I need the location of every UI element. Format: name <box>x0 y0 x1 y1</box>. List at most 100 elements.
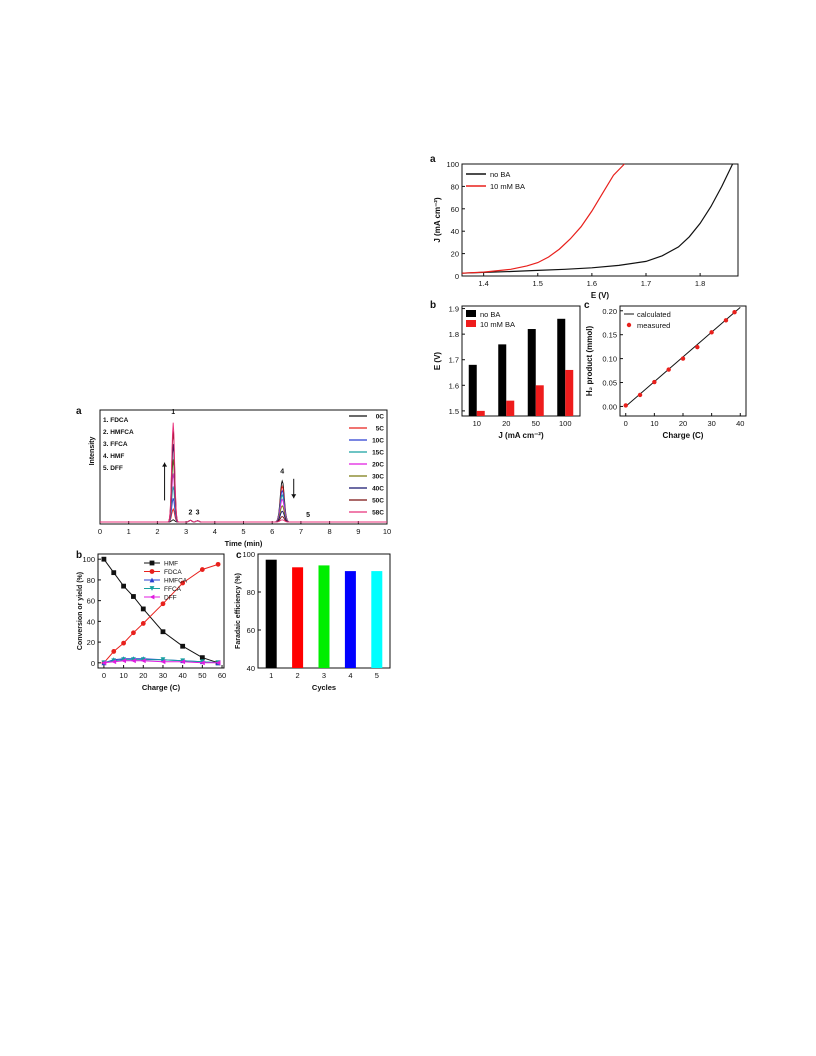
x-tick-label: 5 <box>375 671 379 680</box>
y-tick-label: 60 <box>247 626 255 635</box>
legend-label: 20C <box>372 462 384 469</box>
x-tick-label: 30 <box>707 419 715 428</box>
plot-frame <box>97 553 225 669</box>
series-line <box>100 489 387 523</box>
series-line <box>461 163 734 274</box>
y-tick-label: 0.05 <box>602 379 617 388</box>
y-tick-label: 0.15 <box>602 331 617 340</box>
bar <box>371 571 383 668</box>
legend-label: 30C <box>372 474 384 481</box>
legend-label: HMFCA <box>164 578 188 585</box>
data-point <box>732 310 737 315</box>
plot-frame <box>461 305 581 417</box>
bar <box>565 369 574 416</box>
data-point <box>680 356 686 361</box>
y-tick-label: 0 <box>91 659 95 668</box>
bar <box>476 410 485 416</box>
figure-left-panel-a: a 0 1 2 3 4 5 6 7 8 9 10 1 2 3 4 5 1. FDCA 2. HMFCA 3. FFC… <box>74 402 400 550</box>
y-tick-label: 20 <box>451 250 459 259</box>
x-tick-label: 3 <box>184 527 188 536</box>
bar <box>498 344 507 416</box>
data-point <box>101 660 107 666</box>
plot-frame <box>99 409 388 525</box>
legend-label: FDCA <box>164 569 182 576</box>
x-tick-label: 10 <box>650 419 658 428</box>
peak-label: 4 <box>280 469 284 476</box>
x-tick-label: 1.7 <box>641 279 651 288</box>
legend-label: 0C <box>376 414 385 421</box>
peak-label: 3 <box>196 510 200 517</box>
chart-ra: a 1.4 1.5 1.6 1.7 1.8 0 20 40 60 80 100 no BA 10 mM … <box>430 154 739 300</box>
x-axis-label: Time (min) <box>225 539 263 548</box>
chart-rc: c 0 10 20 30 40 0.00 0.05 0.10 0.15 0.20 calculate… <box>584 300 747 440</box>
data-point <box>695 344 700 350</box>
data-point <box>111 570 117 576</box>
compound-label: 2. HMFCA <box>103 429 134 436</box>
data-point <box>140 606 146 612</box>
bar <box>318 565 330 668</box>
y-axis-label: Faradaic efficiency (%) <box>235 573 242 649</box>
x-tick-label: 10 <box>119 671 127 680</box>
series-line <box>100 473 387 523</box>
legend-label: no BA <box>480 310 500 319</box>
data-point <box>180 580 186 586</box>
legend-label: FFCA <box>164 586 182 593</box>
x-tick-label: 0 <box>624 419 628 428</box>
compound-label: 3. FFCA <box>103 441 128 448</box>
data-point <box>149 560 155 566</box>
data-point <box>652 379 657 385</box>
data-point <box>131 594 136 599</box>
data-point <box>149 594 155 600</box>
y-tick-label: 40 <box>247 664 255 673</box>
data-point <box>709 330 714 335</box>
legend-label: 5C <box>376 426 385 433</box>
y-axis-label: Conversion or yield (%) <box>77 572 84 650</box>
bar <box>265 559 277 668</box>
legend-swatch <box>466 320 476 327</box>
data-point <box>149 569 155 574</box>
figure-right-panel-a: a 1.4 1.5 1.6 1.7 1.8 0 20 40 60 80 100 no BA 10 mM … <box>428 150 758 300</box>
x-tick-label: 10 <box>473 419 481 428</box>
x-tick-label: 60 <box>218 671 226 680</box>
y-tick-label: 1.6 <box>449 381 459 390</box>
y-tick-label: 1.7 <box>449 356 459 365</box>
compound-label: 4. HMF <box>103 453 124 460</box>
data-point <box>111 649 117 654</box>
legend-label: 10C <box>372 438 384 445</box>
data-point <box>149 586 155 591</box>
x-tick-label: 4 <box>348 671 352 680</box>
data-point <box>140 621 146 626</box>
series-line <box>461 163 625 274</box>
x-tick-label: 1.5 <box>533 279 543 288</box>
data-point <box>131 630 136 636</box>
compound-label: 5. DFF <box>103 465 123 472</box>
x-tick-label: 2 <box>296 671 300 680</box>
x-tick-label: 40 <box>178 671 186 680</box>
panel-letter: b <box>430 300 436 311</box>
series-line <box>103 558 219 664</box>
bar <box>506 400 515 416</box>
y-tick-label: 1.8 <box>449 330 459 339</box>
series-line <box>100 444 387 523</box>
y-tick-label: 80 <box>247 588 255 597</box>
x-axis-label: Charge (C) <box>663 431 704 440</box>
y-tick-label: 40 <box>451 227 459 236</box>
series-line <box>100 422 387 523</box>
compound-label: 1. FDCA <box>103 417 129 424</box>
y-tick-label: 0.10 <box>602 355 617 364</box>
figure-left-panel-c: c 40 60 80 100 1 2 3 4 5 Cycles Faradaic efficienc… <box>234 546 400 700</box>
x-tick-label: 1.8 <box>695 279 705 288</box>
legend-label: calculated <box>637 310 671 319</box>
data-point <box>160 629 166 635</box>
legend-label: DFF <box>164 595 177 602</box>
data-point <box>160 659 166 665</box>
y-tick-label: 60 <box>451 205 459 214</box>
x-tick-label: 100 <box>559 419 572 428</box>
legend-label: 10 mM BA <box>490 182 525 191</box>
legend-label: HMF <box>164 561 178 568</box>
x-tick-label: 8 <box>328 527 332 536</box>
legend-label: 15C <box>372 450 384 457</box>
data-point <box>121 658 126 664</box>
x-tick-label: 1 <box>127 527 131 536</box>
x-tick-label: 0 <box>102 671 106 680</box>
